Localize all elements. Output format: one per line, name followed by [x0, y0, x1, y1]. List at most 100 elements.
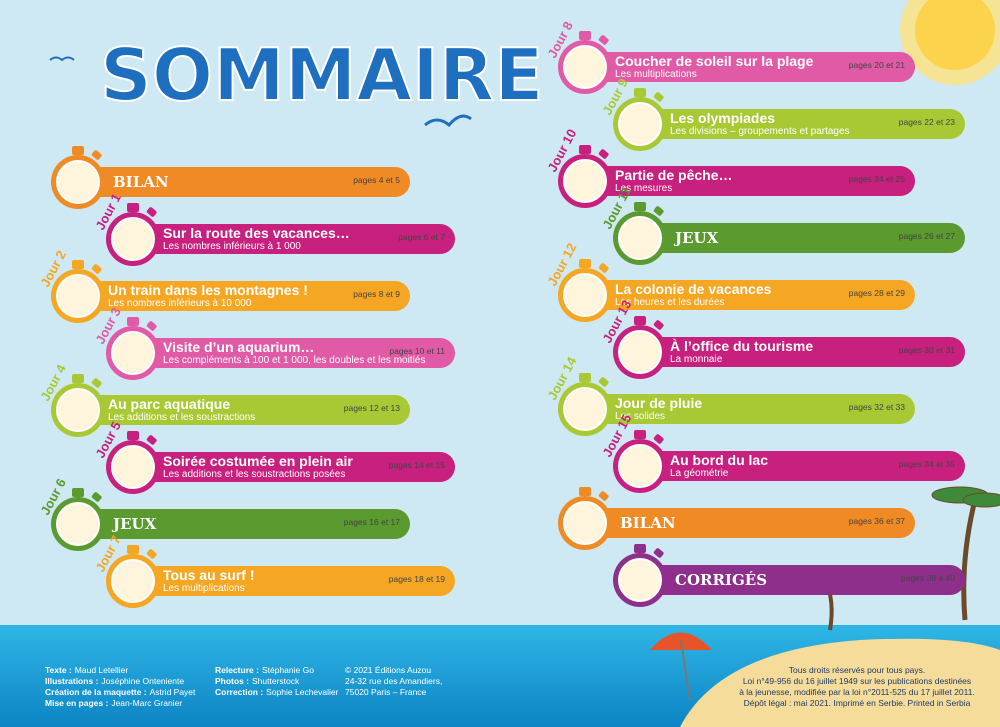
stopwatch-knob: [634, 316, 646, 325]
entry-subtitle: Les additions et les soustractions posée…: [163, 469, 345, 480]
stopwatch-knob: [91, 264, 102, 274]
entry-pages: pages 4 et 5: [353, 175, 400, 185]
stopwatch-knob: [72, 146, 84, 155]
entry-icon: [56, 502, 100, 546]
stopwatch-knob: [146, 207, 157, 217]
stopwatch-knob: [653, 434, 664, 444]
stopwatch-knob: [579, 145, 591, 154]
entry-pages: pages 36 et 37: [849, 516, 906, 526]
publisher: 75020 Paris – France: [345, 687, 427, 697]
entry-pages: pages 12 et 13: [344, 403, 401, 413]
entry-icon: [563, 159, 607, 203]
stopwatch-knob: [579, 31, 591, 40]
entry-bar: [585, 52, 915, 82]
entry-subtitle: Les nombres inférieurs à 1 000: [163, 241, 301, 252]
entry-title: Jour de pluie: [615, 395, 702, 411]
stopwatch-knob: [579, 259, 591, 268]
seagull: [424, 114, 472, 128]
stopwatch-knob: [598, 377, 609, 387]
entry-title: Au bord du lac: [670, 452, 768, 468]
credit-name: Joséphine Onteniente: [101, 676, 184, 686]
stopwatch-knob: [653, 206, 664, 216]
stopwatch-knob: [653, 320, 664, 330]
credit: Illustrations : Joséphine Onteniente: [45, 676, 184, 686]
entry-icon: [563, 273, 607, 317]
credit: Création de la maquette : Astrid Payet: [45, 687, 196, 697]
entry-subtitle: Les divisions – groupements et partages: [670, 126, 850, 137]
entry-icon: [111, 331, 155, 375]
entry-bar: [78, 281, 410, 311]
entry-bar: [640, 565, 965, 595]
entry-subtitle: Les compléments à 100 et 1 000, les doub…: [163, 355, 425, 366]
entry-icon: [618, 216, 662, 260]
entry-title: Au parc aquatique: [108, 396, 230, 412]
entry-title: JEUX: [111, 515, 157, 533]
stopwatch-knob: [598, 263, 609, 273]
entry-pages: pages 18 et 19: [389, 574, 446, 584]
entry-icon: [618, 102, 662, 146]
stopwatch-knob: [634, 544, 646, 553]
credit-label: Correction :: [215, 687, 263, 697]
stopwatch-knob: [634, 202, 646, 211]
credit-name: Shutterstock: [252, 676, 300, 686]
legal: à la jeunesse, modifiée par la loi n°201…: [739, 687, 975, 697]
entry-pages: pages 28 et 29: [849, 288, 906, 298]
credit: Correction : Sophie Lechevalier: [215, 687, 339, 697]
entry-icon: [618, 558, 662, 602]
entry-bar: [640, 109, 965, 139]
entry-bar: [133, 452, 455, 482]
stopwatch-knob: [598, 35, 609, 45]
stopwatch-knob: [91, 378, 102, 388]
heading: SOMMAIRE: [100, 33, 544, 117]
entry-bar: [585, 280, 915, 310]
toc-entry: BILAN pages 36 et 37: [558, 487, 915, 550]
credit-label: Relecture :: [215, 665, 259, 675]
entry-icon: [56, 388, 100, 432]
entry-bar: [133, 566, 455, 596]
entry-icon: [563, 387, 607, 431]
entry-subtitle: Les solides: [615, 411, 665, 422]
entry-title: Coucher de soleil sur la plage: [615, 53, 814, 69]
entry-pages: pages 14 et 15: [389, 460, 446, 470]
entry-title: Partie de pêche…: [615, 167, 733, 183]
parasol: [650, 632, 712, 701]
credit-name: Jean-Marc Granier: [111, 698, 182, 708]
stopwatch-knob: [91, 492, 102, 502]
stopwatch-knob: [653, 92, 664, 102]
entry-icon: [56, 274, 100, 318]
stopwatch-knob: [653, 548, 664, 558]
credit-label: Texte :: [45, 665, 72, 675]
entry-title: Un train dans les montagnes !: [108, 282, 308, 298]
stopwatch-knob: [634, 88, 646, 97]
credit-label: Photos :: [215, 676, 249, 686]
entry-bar: [640, 223, 965, 253]
entry-icon: [111, 217, 155, 261]
entry-title: La colonie de vacances: [615, 281, 772, 297]
credit-name: Maud Letellier: [75, 665, 129, 675]
entry-bar: [133, 338, 455, 368]
credit-label: Mise en pages :: [45, 698, 108, 708]
entry-subtitle: Les additions et les soustractions: [108, 412, 255, 423]
entry-bar: [78, 167, 410, 197]
entry-icon: [111, 445, 155, 489]
stopwatch-knob: [127, 203, 139, 212]
entry-pages: pages 20 et 21: [849, 60, 906, 70]
entry-icon: [111, 559, 155, 603]
entry-subtitle: La monnaie: [670, 354, 723, 365]
credit-name: Astrid Payet: [150, 687, 196, 697]
stopwatch-knob: [72, 488, 84, 497]
toc-entry: CORRIGÉS pages 38 à 40: [613, 544, 965, 607]
entry-subtitle: Les nombres inférieurs à 10 000: [108, 298, 252, 309]
stopwatch-knob: [579, 487, 591, 496]
entry-bar: [133, 224, 455, 254]
sand: [680, 638, 1000, 727]
credit: Texte : Maud Letellier: [45, 665, 128, 675]
entry-subtitle: Les multiplications: [615, 69, 697, 80]
legal: Dépôt légal : mai 2021. Imprimé en Serbi…: [744, 698, 971, 708]
